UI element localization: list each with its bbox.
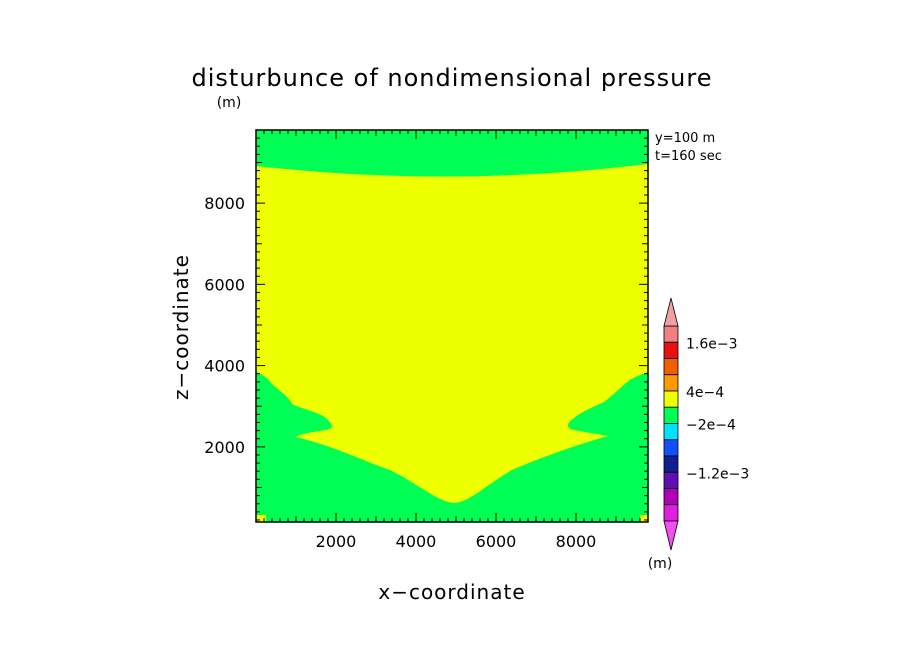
y-tick-label: 6000 [204, 275, 245, 294]
y-tick-label: 2000 [204, 438, 245, 457]
x-tick-label: 4000 [396, 532, 437, 551]
colorbar-label: 4e−4 [686, 385, 724, 401]
colorbar-label: −1.2e−3 [686, 466, 749, 482]
colorbar-bottom-arrow [663, 520, 679, 551]
colorbar-segment [663, 455, 679, 473]
annotation-t: t=160 sec [655, 149, 722, 164]
x-tick-label: 6000 [476, 532, 517, 551]
region-corner-right [640, 515, 648, 522]
region-top-band [256, 130, 648, 177]
colorbar-segment [663, 471, 679, 489]
y-tick-label: 4000 [204, 357, 245, 376]
region-lower-lobes [256, 372, 648, 522]
y-axis-label: z−coordinate [169, 254, 193, 400]
colorbar-segment [663, 423, 679, 441]
colorbar-label: 1.6e−3 [686, 336, 738, 352]
colorbar-segment [663, 439, 679, 457]
colorbar-segment [663, 406, 679, 424]
chart-title: disturbunce of nondimensional pressure [192, 64, 713, 92]
annotation-y: y=100 m [655, 131, 715, 146]
colorbar-segment [663, 504, 679, 522]
colorbar-segment [663, 488, 679, 506]
colorbar-segment [663, 374, 679, 392]
y-tick-labels: 2000 4000 6000 8000 [204, 194, 245, 457]
colorbar-top-arrow [663, 297, 679, 327]
colorbar-label: −2e−4 [686, 418, 736, 434]
x-axis-label: x−coordinate [378, 580, 525, 604]
plot-frame [255, 129, 649, 523]
colorbar-segment [663, 390, 679, 408]
x-tick-label: 8000 [556, 532, 597, 551]
plot-area [255, 129, 649, 523]
colorbar: 1.6e−3 4e−4 −2e−4 −1.2e−3 [663, 297, 749, 551]
x-tick-labels: 2000 4000 6000 8000 [316, 532, 597, 551]
colorbar-unit: (m) [648, 556, 673, 572]
x-tick-label: 2000 [316, 532, 357, 551]
colorbar-segment [663, 341, 679, 359]
y-tick-label: 8000 [204, 194, 245, 213]
colorbar-segment [663, 325, 679, 343]
region-corner-left [256, 515, 266, 522]
unit-label-top: (m) [217, 95, 242, 111]
colorbar-segment [663, 358, 679, 376]
